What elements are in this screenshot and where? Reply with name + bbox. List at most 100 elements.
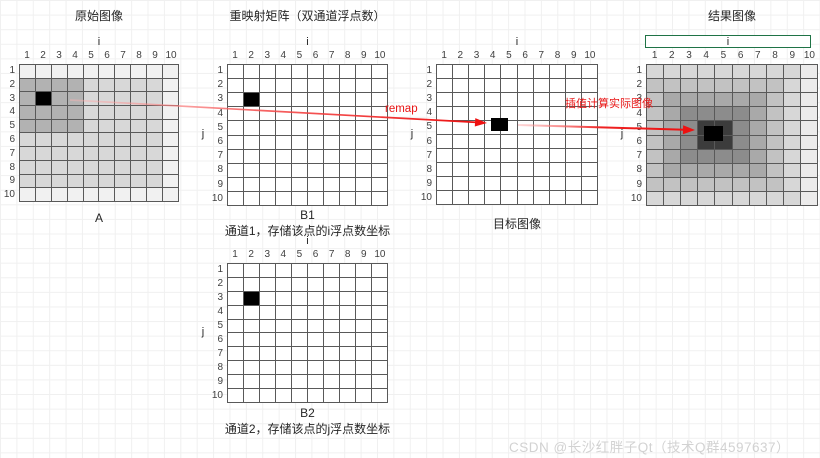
- pixel-cell: [437, 163, 453, 176]
- pixel-cell: [698, 149, 715, 163]
- col-label: 6: [104, 50, 110, 61]
- pixel-cell: [501, 177, 517, 190]
- col-label: 3: [56, 50, 62, 61]
- pixel-cell: [749, 135, 766, 149]
- pixel-cell: [565, 121, 581, 134]
- pixel-cell: [485, 177, 501, 190]
- pixel-cell: [565, 163, 581, 176]
- pixel-cell: [581, 177, 597, 190]
- pixel-cell: [647, 107, 664, 121]
- pixel-cell: [324, 65, 339, 79]
- pixel-cell: [20, 92, 35, 106]
- col-label: 9: [152, 50, 158, 61]
- pixel-cell: [715, 163, 732, 177]
- row-label: 9: [9, 175, 15, 187]
- col-label: 10: [374, 50, 386, 61]
- pixel-cell: [20, 188, 35, 201]
- pixel-cell: [715, 65, 732, 79]
- pixel-cell: [372, 264, 387, 277]
- pixel-cell: [549, 191, 565, 204]
- pixel-cell: [664, 107, 681, 121]
- interpolation-note-label: 插值计算实际图像: [565, 98, 653, 110]
- pixel-cell: [260, 375, 275, 389]
- pixel-cell: [533, 177, 549, 190]
- pixel-cell: [292, 93, 307, 107]
- pixel-cell: [83, 92, 99, 106]
- pixel-cell: [35, 106, 51, 119]
- pixel-cell: [51, 119, 67, 133]
- pixel-cell: [501, 93, 517, 106]
- pixel-cell: [340, 319, 355, 333]
- pixel-cell: [292, 79, 307, 93]
- row-label: 2: [636, 79, 642, 91]
- pixel-cell: [308, 305, 323, 319]
- pixel-cell: [292, 65, 307, 79]
- pixel-cell: [681, 107, 698, 121]
- pixel-cell: [308, 107, 323, 121]
- pixel-cell: [260, 65, 275, 79]
- col-label: 7: [328, 249, 335, 260]
- pixel-cell: [581, 191, 597, 204]
- row-label: 8: [217, 164, 223, 176]
- pixel-cell: [783, 163, 800, 177]
- pixel-cell: [228, 375, 243, 389]
- row-label: 7: [636, 150, 642, 162]
- pixel-cell: [533, 191, 549, 204]
- pixel-cell: [292, 389, 307, 402]
- pixel-cell: [228, 291, 243, 305]
- pixel-cell: [698, 163, 715, 177]
- pixel-cell: [67, 92, 83, 106]
- pixel-cell: [131, 188, 147, 201]
- pixel-cell: [664, 191, 681, 205]
- pixel-cell: [276, 277, 291, 291]
- pixel-cell: [664, 65, 681, 79]
- row-label: 5: [426, 121, 432, 133]
- pixel-cell: [581, 107, 597, 120]
- col-label: 7: [120, 50, 126, 61]
- pixel-cell: [681, 149, 698, 163]
- pixel-cell: [732, 177, 749, 191]
- col-label: 3: [686, 50, 692, 61]
- pixel-cell: [324, 264, 339, 277]
- col-label: 5: [720, 50, 727, 61]
- pixel-cell: [372, 333, 387, 347]
- pixel-cell: [163, 106, 178, 119]
- pixel-cell: [800, 65, 817, 79]
- axis-label-j: j: [620, 128, 624, 140]
- pixel-cell: [732, 149, 749, 163]
- pixel-cell: [732, 163, 749, 177]
- pixel-cell: [260, 305, 275, 319]
- pixel-cell: [308, 319, 323, 333]
- pixel-cell: [115, 92, 131, 106]
- axis-label-i: i: [306, 36, 309, 48]
- pixel-cell: [501, 163, 517, 176]
- pixel-cell: [99, 174, 115, 188]
- pixel-cell: [453, 93, 469, 106]
- pixel-cell: [131, 106, 147, 119]
- pixel-cell: [163, 188, 178, 201]
- pixel-cell: [260, 333, 275, 347]
- pixel-cell: [565, 93, 581, 106]
- row-label: 7: [217, 348, 223, 359]
- pixel-cell: [800, 149, 817, 163]
- pixel-cell: [340, 135, 355, 149]
- pixel-cell: [324, 333, 339, 347]
- pixel-cell: [647, 135, 664, 149]
- pixel-cell: [437, 93, 453, 106]
- pixel-cell: [244, 121, 259, 135]
- pixel-cell: [51, 147, 67, 160]
- axis-label-i: i: [515, 36, 519, 48]
- pixel-cell: [453, 177, 469, 190]
- grid-label-b1: B1: [300, 208, 315, 222]
- pixel-cell: [260, 149, 275, 163]
- pixel-cell: [340, 79, 355, 93]
- row-label: 2: [217, 79, 223, 91]
- pixel-cell: [324, 163, 339, 177]
- pixel-cell: [372, 121, 387, 135]
- pixel-cell: [228, 107, 243, 121]
- pixel-cell: [549, 121, 565, 134]
- pixel-cell: [260, 107, 275, 121]
- pixel-cell: [469, 177, 485, 190]
- pixel-cell: [308, 121, 323, 135]
- row-label: 7: [426, 149, 432, 161]
